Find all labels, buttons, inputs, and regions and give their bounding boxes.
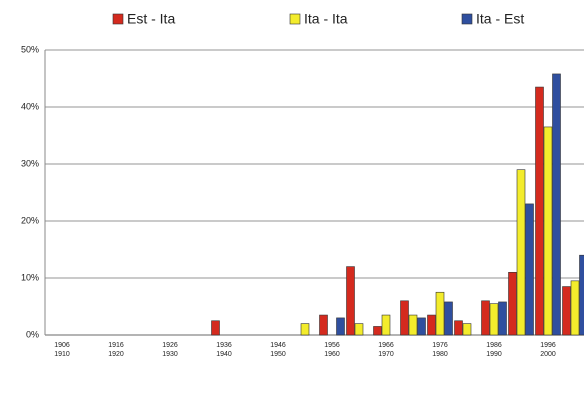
bar [508,271,517,336]
y-tick-label: 40% [21,101,39,111]
plot: 0% 10% 20% 30% 40% 50% 1906 1910 1916 1920 1926 193… [21,11,584,358]
bar [489,303,499,336]
y-tick-label: 50% [21,44,39,54]
y-tick-label: 20% [21,215,39,225]
bar [408,314,418,336]
bar [570,280,580,336]
bar [543,126,553,336]
x-tick-label: 1996 2000 [540,342,556,358]
bar [525,203,534,336]
bar [336,317,345,336]
x-tick-label: 1976 1980 [432,342,448,358]
bar [444,301,453,336]
x-tick-label: 1906 1910 [54,342,70,358]
y-tick-label: 10% [21,272,39,282]
legend-swatch [289,13,301,25]
bar [516,169,526,336]
bar [435,291,445,336]
bar [300,323,310,336]
legend-swatch [461,13,473,25]
legend-label: Ita - Est [476,11,524,27]
bar [535,86,544,336]
x-tick-label: 1916 1920 [108,342,124,358]
bar [481,300,490,336]
bar [354,323,364,336]
bar [373,326,382,336]
bar [462,323,472,336]
x-tick-label: 1956 1960 [324,342,340,358]
bar [454,320,463,336]
bar [381,314,391,336]
bar [562,286,571,336]
legend-swatch [112,13,124,25]
y-tick-label: 30% [21,158,39,168]
bar [319,314,328,336]
bar [400,300,409,336]
bar [417,317,426,336]
x-tick-label: 1986 1990 [486,342,502,358]
bar [552,73,561,336]
bar [498,301,507,336]
x-tick-label: 1946 1950 [270,342,286,358]
x-tick-label: 1966 1970 [378,342,394,358]
bar [427,314,436,336]
x-tick-label: 1926 1930 [162,342,178,358]
bar [211,320,220,336]
y-tick-label: 0% [26,329,39,339]
bar [579,254,584,336]
x-tick-label: 1936 1940 [216,342,232,358]
bar [346,266,355,336]
legend-label: Est - Ita [127,11,175,27]
legend-label: Ita - Ita [304,11,348,27]
